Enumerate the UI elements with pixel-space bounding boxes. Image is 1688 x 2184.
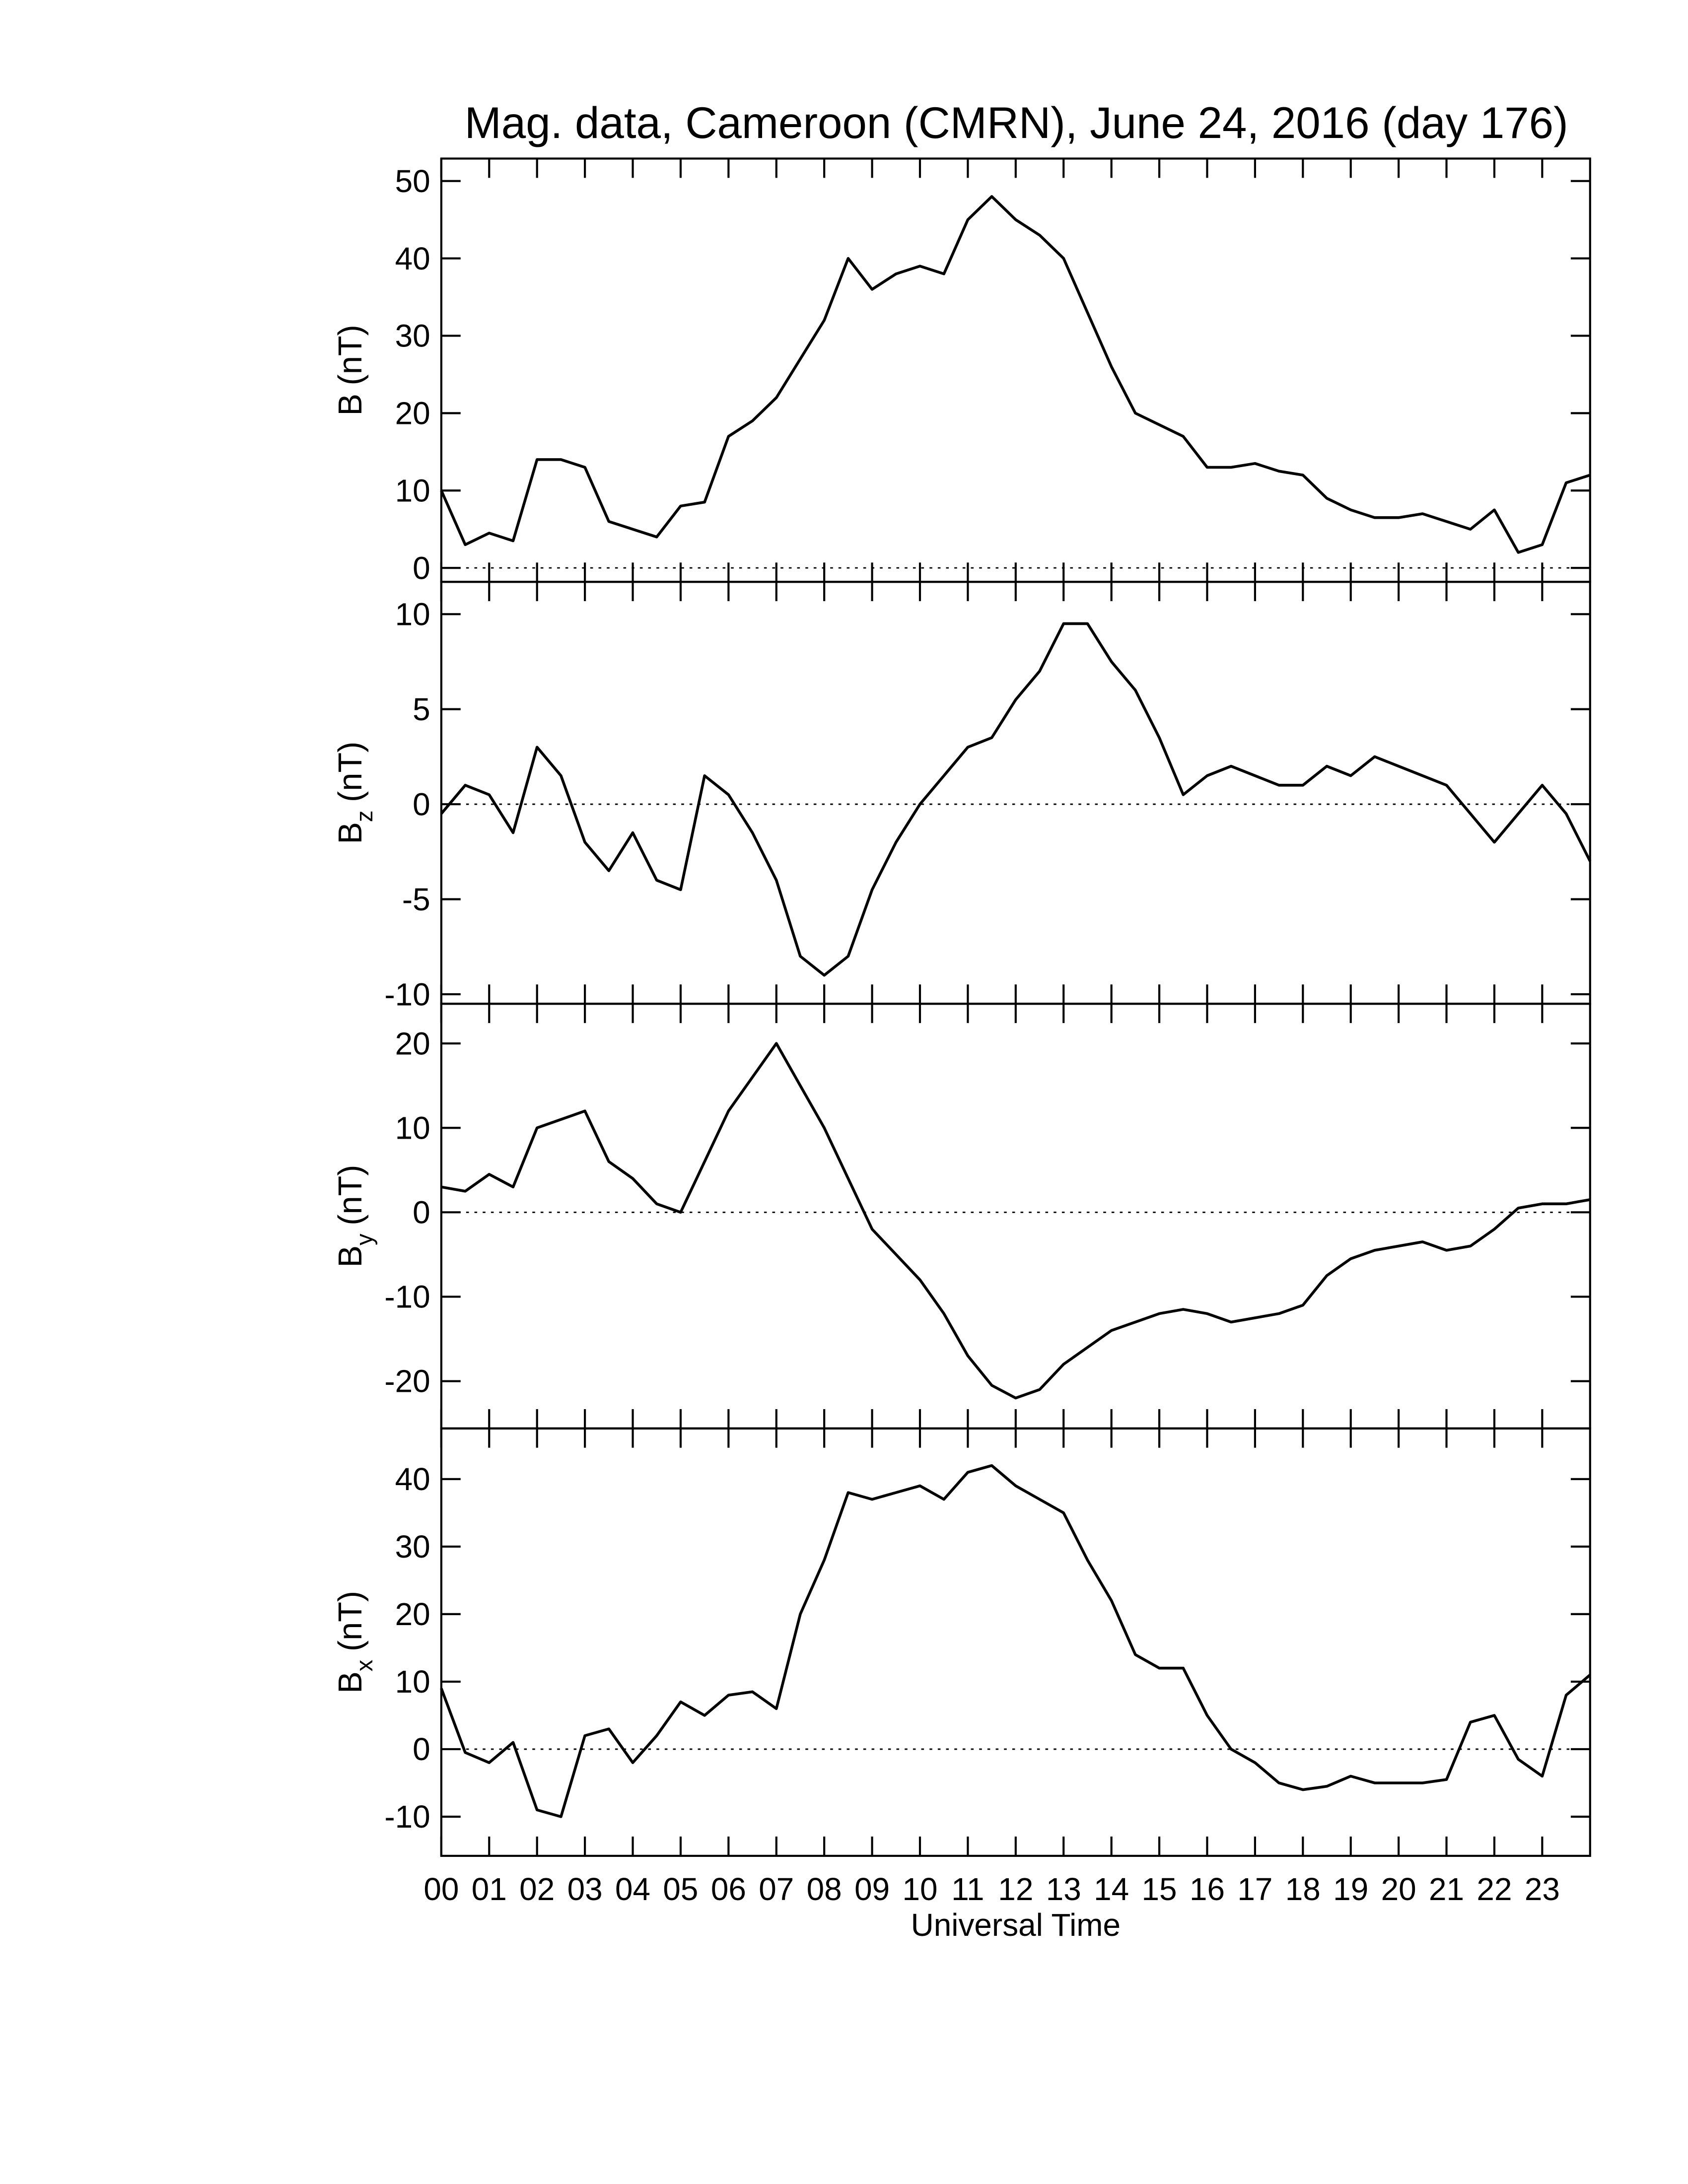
y-label-subscript: x bbox=[352, 1659, 378, 1671]
y-tick-label: 0 bbox=[413, 550, 430, 586]
y-tick-label: 20 bbox=[395, 1596, 430, 1632]
y-tick-label: -5 bbox=[402, 882, 430, 917]
x-tick-label: 02 bbox=[519, 1871, 555, 1907]
x-tick-label: 15 bbox=[1142, 1871, 1177, 1907]
data-line bbox=[440, 1464, 1591, 1818]
x-tick-label: 19 bbox=[1333, 1871, 1368, 1907]
y-tick-label: 10 bbox=[395, 597, 430, 632]
x-tick-label: 09 bbox=[854, 1871, 890, 1907]
x-tick-label: 17 bbox=[1237, 1871, 1272, 1907]
y-axis-label: By (nT) bbox=[332, 1165, 378, 1268]
y-tick-label: 40 bbox=[395, 1461, 430, 1497]
y-label-unit: (nT) bbox=[332, 325, 369, 385]
y-tick-label: 0 bbox=[413, 786, 430, 822]
x-tick-label: 07 bbox=[759, 1871, 794, 1907]
y-tick-label: 50 bbox=[395, 163, 430, 199]
y-label-symbol: B bbox=[332, 1671, 369, 1693]
x-tick-label: 08 bbox=[807, 1871, 842, 1907]
x-tick-label: 11 bbox=[951, 1871, 984, 1907]
y-tick-label: 10 bbox=[395, 473, 430, 508]
x-tick-label: 01 bbox=[472, 1871, 507, 1907]
y-tick-label: 40 bbox=[395, 241, 430, 276]
y-tick-label: -10 bbox=[384, 1279, 430, 1315]
x-tick-label: 21 bbox=[1429, 1871, 1464, 1907]
y-axis-label: Bz (nT) bbox=[332, 742, 378, 844]
y-tick-label: 10 bbox=[395, 1664, 430, 1700]
y-tick-label: 5 bbox=[413, 691, 430, 727]
y-label-unit: (nT) bbox=[332, 742, 369, 802]
y-tick-label: 0 bbox=[413, 1195, 430, 1230]
y-tick-label: -10 bbox=[384, 1799, 430, 1835]
y-tick-label: 10 bbox=[395, 1110, 430, 1146]
x-axis-label: Universal Time bbox=[911, 1907, 1121, 1943]
x-tick-label: 20 bbox=[1381, 1871, 1416, 1907]
y-label-unit: (nT) bbox=[332, 1591, 369, 1651]
x-tick-label: 18 bbox=[1285, 1871, 1321, 1907]
y-tick-label: 30 bbox=[395, 1529, 430, 1565]
x-tick-label: 12 bbox=[998, 1871, 1033, 1907]
x-tick-label: 00 bbox=[423, 1871, 459, 1907]
y-tick-label: 0 bbox=[413, 1731, 430, 1767]
x-tick-label: 16 bbox=[1190, 1871, 1225, 1907]
plot-frame bbox=[440, 1427, 1591, 1857]
y-label-symbol: B bbox=[332, 1245, 369, 1267]
x-tick-label: 14 bbox=[1094, 1871, 1129, 1907]
y-label-subscript: z bbox=[352, 811, 378, 822]
y-axis-label: B (nT) bbox=[332, 325, 369, 415]
chart-title: Mag. data, Cameroon (CMRN), June 24, 201… bbox=[465, 98, 1568, 147]
data-line bbox=[441, 1042, 1591, 1400]
data-line bbox=[440, 622, 1592, 977]
x-tick-label: 03 bbox=[567, 1871, 603, 1907]
y-tick-label: 20 bbox=[395, 1025, 430, 1061]
data-line bbox=[440, 195, 1591, 554]
y-tick-label: -10 bbox=[384, 976, 430, 1012]
y-tick-label: -20 bbox=[384, 1364, 430, 1399]
x-tick-label: 06 bbox=[711, 1871, 746, 1907]
y-label-symbol: B bbox=[332, 822, 369, 844]
x-tick-label: 04 bbox=[615, 1871, 650, 1907]
x-tick-label: 05 bbox=[663, 1871, 698, 1907]
y-label-unit: (nT) bbox=[332, 1165, 369, 1226]
y-label-subscript: y bbox=[352, 1233, 378, 1245]
y-axis-label: Bx (nT) bbox=[332, 1591, 378, 1694]
x-tick-label: 23 bbox=[1525, 1871, 1560, 1907]
y-tick-label: 30 bbox=[395, 318, 430, 354]
x-tick-label: 10 bbox=[902, 1871, 937, 1907]
y-label-symbol: B bbox=[332, 394, 369, 415]
x-tick-label: 13 bbox=[1046, 1871, 1081, 1907]
x-tick-label: 22 bbox=[1477, 1871, 1512, 1907]
y-tick-label: 20 bbox=[395, 396, 430, 431]
